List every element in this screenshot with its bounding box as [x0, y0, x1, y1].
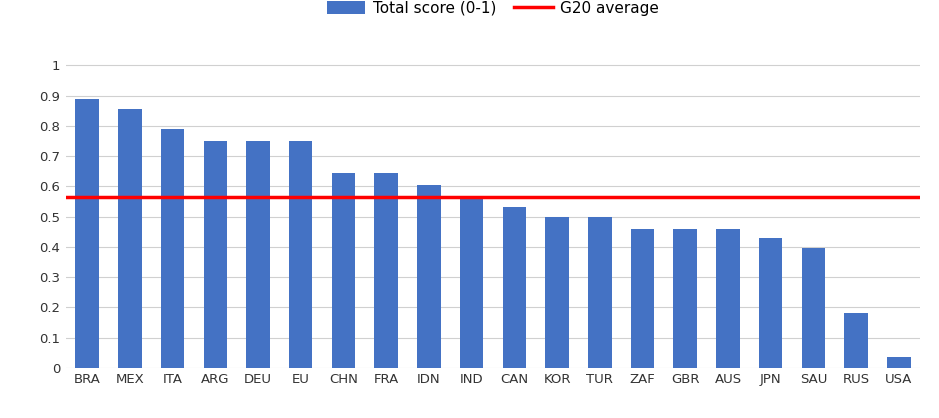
Bar	[802, 248, 825, 368]
Bar	[502, 207, 526, 368]
Bar	[289, 141, 313, 368]
Bar	[631, 229, 654, 368]
Bar	[375, 173, 398, 368]
Bar	[161, 129, 184, 368]
Bar	[460, 197, 484, 368]
Bar	[75, 99, 99, 368]
Bar	[118, 109, 142, 368]
Bar	[246, 141, 269, 368]
Bar	[417, 185, 440, 368]
Bar	[844, 314, 868, 368]
Bar	[759, 238, 782, 368]
Bar	[588, 217, 611, 368]
Bar	[887, 357, 911, 368]
Bar	[673, 229, 697, 368]
Bar	[204, 141, 227, 368]
Legend: Total score (0-1), G20 average: Total score (0-1), G20 average	[327, 0, 659, 16]
Bar	[331, 173, 355, 368]
Bar	[716, 229, 740, 368]
Bar	[546, 217, 569, 368]
